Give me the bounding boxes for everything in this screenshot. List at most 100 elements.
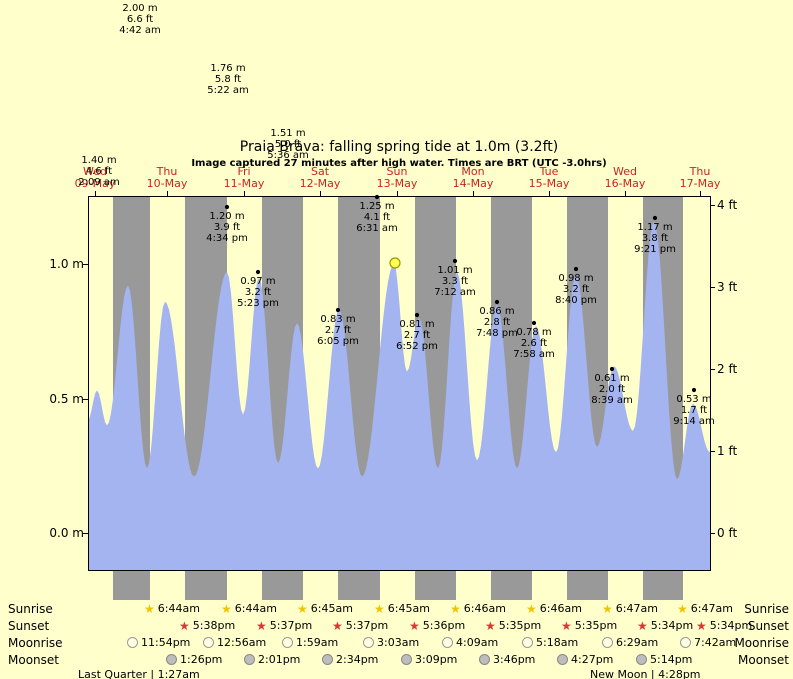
sunset-star-icon: ★ (637, 618, 648, 633)
moonrise-entry: 6:29am (602, 635, 658, 650)
tide-annotation: 1.40 m 4.6 ft 2:09 am (78, 155, 120, 188)
moonset-moon-icon (479, 654, 490, 665)
sunset-entry: ★ 5:34pm (696, 618, 752, 633)
sunrise-star-icon: ★ (677, 601, 688, 616)
tide-annotation: 0.61 m 2.0 ft 8:39 am (591, 373, 633, 406)
moonset-time: 2:01pm (258, 653, 301, 666)
sunrise-star-icon: ★ (221, 601, 232, 616)
current-tide-marker (389, 257, 401, 269)
moonrise-moon-icon (442, 637, 453, 648)
y-axis-label-ft: 1 ft (717, 444, 738, 458)
y-axis-label-m: 0.5 m (49, 392, 84, 406)
tide-high-dot (609, 366, 615, 372)
sunset-time: 5:34pm (650, 619, 694, 632)
day-label: Thu 10-May (146, 165, 188, 190)
moonrise-entry: 1:59am (282, 635, 338, 650)
moonrise-entry: 5:18am (522, 635, 578, 650)
moonset-entry: 3:09pm (401, 652, 457, 667)
tide-high-dot (224, 204, 230, 210)
astro-row-label-left-moonrise: Moonrise (8, 636, 63, 650)
moonset-moon-icon (401, 654, 412, 665)
sunset-entry: ★ 5:36pm (409, 618, 465, 633)
sunrise-entry: ★ 6:44am (144, 601, 200, 616)
tide-high-dot (494, 299, 500, 305)
sunset-time: 5:35pm (498, 619, 542, 632)
sunrise-time: 6:46am (539, 602, 582, 615)
moonset-time: 4:27pm (571, 653, 614, 666)
day-label: Tue 15-May (528, 165, 570, 190)
astro-row-label-right-sunrise: Sunrise (744, 602, 789, 616)
y-axis-label-ft: 2 ft (717, 362, 738, 376)
y-axis-label-m: 1.0 m (49, 257, 84, 271)
new-moon-note: New Moon | 4:28pm (590, 668, 701, 679)
tide-high-dot (335, 307, 341, 313)
tide-annotation: 0.86 m 2.8 ft 7:48 pm (476, 306, 518, 339)
sunset-time: 5:38pm (192, 619, 236, 632)
day-label: Sun 13-May (376, 165, 418, 190)
day-label: Fri 11-May (223, 165, 265, 190)
last-quarter-note: Last Quarter | 1:27am (78, 668, 200, 679)
sunrise-star-icon: ★ (297, 601, 308, 616)
tide-annotation: 0.83 m 2.7 ft 6:05 pm (317, 314, 359, 347)
tide-high-dot (652, 215, 658, 221)
sunrise-entry: ★ 6:46am (526, 601, 582, 616)
sunrise-time: 6:45am (387, 602, 430, 615)
chart-title: Praia Brava: falling spring tide at 1.0m… (239, 139, 559, 155)
moonset-moon-icon (244, 654, 255, 665)
tide-high-dot (452, 258, 458, 264)
sunrise-entry: ★ 6:46am (450, 601, 506, 616)
tide-high-dot (374, 194, 380, 200)
sunrise-entry: ★ 6:45am (297, 601, 353, 616)
moonset-time: 1:26pm (180, 653, 223, 666)
sunset-star-icon: ★ (332, 618, 343, 633)
sunrise-time: 6:47am (615, 602, 658, 615)
y-axis-label-ft: 3 ft (717, 280, 738, 294)
moonset-entry: 3:46pm (479, 652, 535, 667)
moonrise-time: 7:42am (694, 636, 737, 649)
moonrise-time: 4:09am (456, 636, 499, 649)
moonset-time: 2:34pm (336, 653, 379, 666)
moonset-entry: 2:34pm (322, 652, 378, 667)
sunrise-entry: ★ 6:47am (602, 601, 658, 616)
tide-annotation: 1.76 m 5.8 ft 5:22 am (207, 63, 249, 96)
y-axis-label-m: 0.0 m (49, 526, 84, 540)
astro-row-label-left-moonset: Moonset (8, 653, 59, 667)
moonset-time: 5:14pm (650, 653, 693, 666)
day-label: Thu 17-May (679, 165, 721, 190)
sunset-entry: ★ 5:37pm (332, 618, 388, 633)
sunrise-time: 6:44am (157, 602, 200, 615)
moonrise-time: 11:54pm (141, 636, 191, 649)
sunset-entry: ★ 5:37pm (256, 618, 312, 633)
sunset-entry: ★ 5:35pm (561, 618, 617, 633)
sunrise-star-icon: ★ (374, 601, 385, 616)
moonrise-moon-icon (363, 637, 374, 648)
sunset-time: 5:36pm (422, 619, 466, 632)
moonrise-moon-icon (602, 637, 613, 648)
y-axis-label-ft: 4 ft (717, 198, 738, 212)
moonrise-time: 1:59am (296, 636, 339, 649)
sunrise-entry: ★ 6:45am (374, 601, 430, 616)
sunset-star-icon: ★ (256, 618, 267, 633)
sunset-star-icon: ★ (485, 618, 496, 633)
moonset-moon-icon (166, 654, 177, 665)
tide-annotation: 1.01 m 3.3 ft 7:12 am (434, 265, 476, 298)
sunset-time: 5:37pm (269, 619, 313, 632)
moonrise-entry: 3:03am (363, 635, 419, 650)
moonrise-moon-icon (127, 637, 138, 648)
sunset-time: 5:35pm (574, 619, 618, 632)
sunrise-star-icon: ★ (526, 601, 537, 616)
tide-high-dot (255, 269, 261, 275)
day-label: Wed 16-May (604, 165, 646, 190)
sunset-entry: ★ 5:38pm (179, 618, 235, 633)
tide-high-dot (691, 387, 697, 393)
tide-high-dot (531, 320, 537, 326)
astro-row-label-right-sunset: Sunset (747, 619, 789, 633)
sunset-star-icon: ★ (409, 618, 420, 633)
moonset-moon-icon (557, 654, 568, 665)
sunset-time: 5:37pm (345, 619, 389, 632)
y-axis-label-ft: 0 ft (717, 526, 738, 540)
tide-annotation: 0.78 m 2.6 ft 7:58 am (513, 327, 555, 360)
moonrise-moon-icon (522, 637, 533, 648)
sunset-star-icon: ★ (179, 618, 190, 633)
